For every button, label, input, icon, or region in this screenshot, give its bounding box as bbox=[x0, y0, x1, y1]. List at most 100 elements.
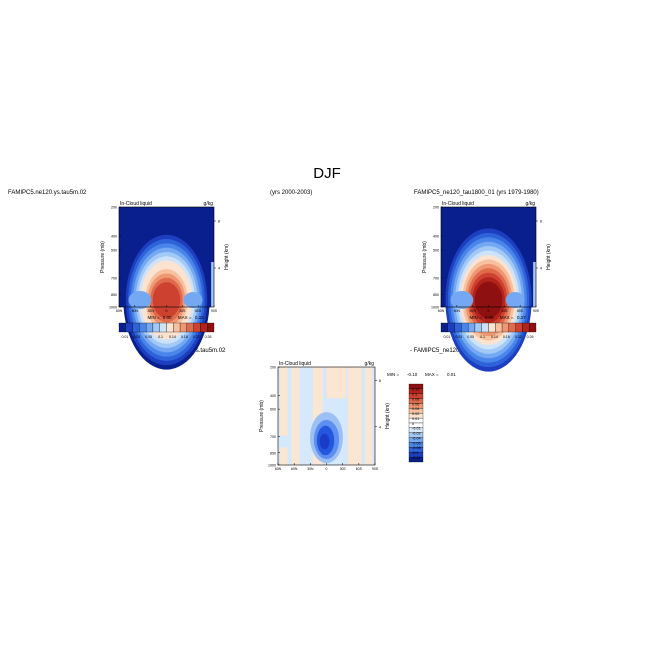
colorbar-swatch bbox=[454, 322, 462, 333]
years-caption: (yrs 2000-2003) bbox=[270, 190, 312, 196]
min-label: MIN = bbox=[148, 315, 160, 320]
colorbar-label: -0.04 bbox=[412, 436, 421, 440]
contour-band bbox=[211, 262, 214, 307]
colorbar-swatch bbox=[447, 322, 455, 333]
x-tick-label: 30N bbox=[307, 467, 314, 471]
y-tick-label: 400 bbox=[433, 235, 439, 239]
colorbar-label: 0.22 bbox=[515, 335, 522, 339]
figure-title: DJF bbox=[313, 165, 341, 182]
panel-bottom-diff: In-Cloud liquid g/kg 60N 60N 30N 0 30S 60S 90S 20… bbox=[259, 361, 456, 471]
contour-band bbox=[319, 433, 330, 450]
colorbar-swatch bbox=[408, 456, 424, 463]
colorbar-label: 0.26 bbox=[527, 335, 534, 339]
colorbar-label: -0.08 bbox=[412, 446, 421, 450]
colorbar-label: 0.01 bbox=[121, 335, 128, 339]
colorbar-swatch bbox=[139, 322, 147, 333]
y2-axis-label: Height (km) bbox=[224, 244, 230, 270]
min-value: -0.10 bbox=[407, 372, 418, 377]
y-tick-label: 700 bbox=[433, 277, 439, 281]
x-tick-label: 60S bbox=[356, 467, 363, 471]
x-tick-label: 90S bbox=[211, 309, 218, 313]
y-axis-label: Pressure (mb) bbox=[422, 241, 428, 273]
y-tick-label: 400 bbox=[111, 235, 117, 239]
colorbar-swatch bbox=[467, 322, 476, 333]
colorbar-swatch bbox=[515, 322, 523, 333]
colorbar-label: 0.26 bbox=[205, 335, 212, 339]
x-tick-label: 0 bbox=[326, 467, 328, 471]
min-label: MIN = bbox=[470, 315, 482, 320]
colorbar-swatch bbox=[166, 322, 174, 333]
contour-band bbox=[533, 262, 536, 307]
panel-title: In-Cloud liquid bbox=[120, 201, 152, 207]
panel-title: In-Cloud liquid bbox=[442, 201, 474, 207]
colorbar-swatch bbox=[461, 322, 469, 333]
y-tick-label: 1000 bbox=[268, 464, 276, 468]
top-left-caption: FAMIPC5.ne120.ys.tau5m.02 bbox=[8, 190, 87, 196]
colorbar-label: -0.02 bbox=[412, 432, 421, 436]
colorbar-label: 0.14 bbox=[491, 335, 498, 339]
max-label: MAX = bbox=[500, 315, 514, 320]
colorbar-label: 0.18 bbox=[503, 335, 510, 339]
colorbar-label: 0.05 bbox=[467, 335, 474, 339]
y-tick-label: 500 bbox=[433, 249, 439, 253]
panel-units: g/kg bbox=[204, 201, 214, 207]
colorbar-label: 0.22 bbox=[193, 335, 200, 339]
y-tick-label: 850 bbox=[270, 451, 276, 455]
y-tick-label: 200 bbox=[111, 206, 117, 210]
colorbar-swatch bbox=[522, 322, 530, 333]
colorbar-swatch bbox=[207, 322, 215, 333]
y2-tick-label: 4 bbox=[218, 267, 220, 271]
contour-band bbox=[128, 291, 152, 309]
panel-units: g/kg bbox=[526, 201, 536, 207]
colorbar-label: 0.03 bbox=[455, 335, 462, 339]
colorbar-label: -0.1 bbox=[412, 451, 419, 455]
colorbar-swatch bbox=[501, 322, 510, 333]
y-tick-label: 400 bbox=[270, 394, 276, 398]
y-tick-label: 500 bbox=[111, 249, 117, 253]
colorbar-swatch bbox=[179, 322, 188, 333]
colorbar-swatch bbox=[145, 322, 154, 333]
colorbar-label: 0.01 bbox=[412, 417, 419, 421]
diff-caption-right: - FAMIPC5_ne120_tau1800_01 bbox=[410, 348, 495, 354]
y-axis-label: Pressure (mb) bbox=[259, 400, 265, 432]
y-tick-label: 200 bbox=[433, 206, 439, 210]
panel-top-right: In-Cloud liquid g/kg 60N 60N 30N 0 30S 60S 90S 20… bbox=[422, 201, 552, 372]
colorbar-label: -0.06 bbox=[412, 441, 421, 445]
x-tick-label: 60S bbox=[517, 309, 524, 313]
colorbar-label: 0.18 bbox=[181, 335, 188, 339]
x-tick-label: 30N bbox=[148, 309, 155, 313]
max-label: MAX = bbox=[178, 315, 192, 320]
x-tick-label: 30S bbox=[501, 309, 508, 313]
contour-band bbox=[365, 367, 373, 465]
x-tick-label: 30S bbox=[340, 467, 347, 471]
y2-tick-label: 8 bbox=[540, 220, 542, 224]
y-tick-label: 1000 bbox=[431, 306, 439, 310]
colorbar-swatch bbox=[508, 322, 516, 333]
panel-units: g/kg bbox=[365, 361, 375, 367]
colorbar-label: 0.1 bbox=[412, 393, 417, 397]
colorbar-swatch bbox=[152, 322, 160, 333]
colorbar-label: 0.03 bbox=[133, 335, 140, 339]
top-right-caption: FAMIPC5_ne120_tau1800_01 (yrs 1979-1980) bbox=[414, 190, 539, 196]
max-value: 0.01 bbox=[447, 372, 456, 377]
y-axis-label: Pressure (mb) bbox=[100, 241, 106, 273]
panel-top-left: In-Cloud liquid g/kg 60N 60N 30N 0 30S 60S 90S 20… bbox=[100, 201, 230, 370]
colorbar-swatch bbox=[132, 322, 140, 333]
x-tick-label: 60N bbox=[438, 309, 445, 313]
y2-tick-label: 8 bbox=[218, 220, 220, 224]
panel-title: In-Cloud liquid bbox=[279, 361, 311, 367]
contour-band bbox=[279, 367, 288, 465]
x-tick-label: 60N bbox=[291, 467, 298, 471]
colorbar-label: 0.04 bbox=[412, 407, 419, 411]
x-tick-label: 60N bbox=[454, 309, 461, 313]
colorbar-swatch bbox=[481, 322, 489, 333]
contour-band bbox=[474, 281, 503, 319]
x-tick-label: 0 bbox=[166, 309, 168, 313]
min-value: 0.00 bbox=[485, 315, 494, 320]
min-label: MIN = bbox=[387, 372, 399, 377]
colorbar-label: 0.05 bbox=[145, 335, 152, 339]
panels-group: In-Cloud liquid g/kg 60N 60N 30N 0 30S 60S 90S 20… bbox=[100, 201, 552, 471]
colorbar-swatch bbox=[118, 322, 126, 333]
y-tick-label: 700 bbox=[270, 435, 276, 439]
